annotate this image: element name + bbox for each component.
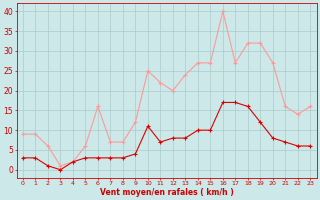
X-axis label: Vent moyen/en rafales ( km/h ): Vent moyen/en rafales ( km/h ): [100, 188, 234, 197]
